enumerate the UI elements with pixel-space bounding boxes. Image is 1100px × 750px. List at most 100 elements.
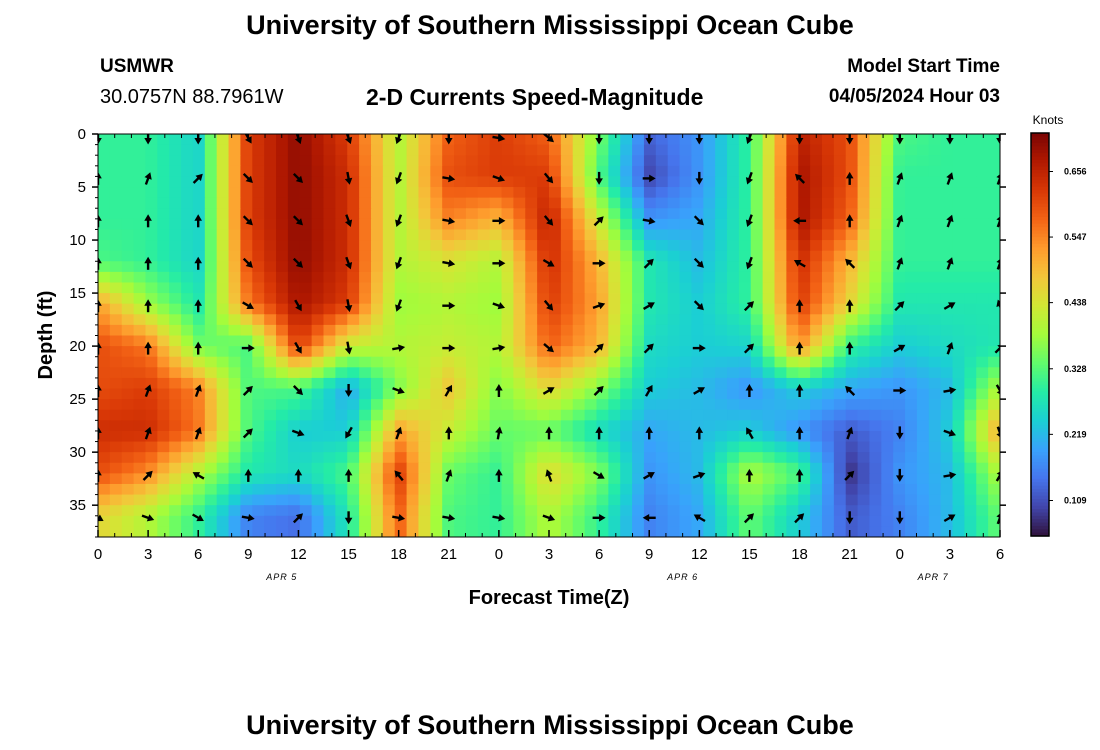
- heatmap-cell: [192, 441, 206, 453]
- heatmap-cell: [264, 229, 277, 241]
- heatmap-cell: [940, 505, 954, 517]
- heatmap-cell: [98, 208, 111, 220]
- heatmap-cell: [596, 293, 609, 305]
- heatmap-cell: [964, 335, 977, 347]
- heatmap-cell: [501, 494, 514, 506]
- heatmap-cell: [727, 197, 740, 209]
- colorbar-swatch: [1031, 314, 1049, 319]
- heatmap-cell: [715, 430, 728, 443]
- heatmap-cell: [691, 409, 704, 421]
- heatmap-cell: [264, 420, 277, 432]
- heatmap-cell: [727, 134, 740, 146]
- colorbar-swatch: [1031, 475, 1049, 480]
- heatmap-cell: [572, 324, 586, 337]
- heatmap-cell: [477, 218, 491, 231]
- x-tick-label: 3: [144, 546, 152, 563]
- heatmap-cell: [299, 346, 313, 358]
- heatmap-cell: [98, 494, 111, 506]
- heatmap-cell: [845, 250, 859, 262]
- heatmap-cell: [228, 377, 242, 390]
- heatmap-cell: [821, 282, 835, 294]
- heatmap-cell: [727, 356, 740, 368]
- heatmap-cell: [98, 377, 111, 390]
- heatmap-cell: [596, 452, 609, 464]
- heatmap-cell: [276, 388, 289, 400]
- heatmap-cell: [513, 261, 526, 273]
- colorbar-tick-label: 0.438: [1064, 298, 1087, 308]
- heatmap-cell: [394, 293, 408, 305]
- heatmap-cell: [857, 430, 871, 443]
- heatmap-cell: [406, 473, 420, 485]
- heatmap-cell: [276, 261, 289, 273]
- heatmap-cell: [952, 430, 965, 443]
- heatmap-cell: [976, 526, 989, 537]
- heatmap-cell: [679, 176, 693, 188]
- heatmap-cell: [667, 526, 681, 537]
- heatmap-cell: [762, 250, 776, 262]
- heatmap-cell: [786, 505, 799, 517]
- heatmap-cell: [620, 261, 633, 273]
- heatmap-cell: [798, 483, 811, 496]
- colorbar-swatch: [1031, 378, 1049, 383]
- heatmap-cell: [928, 356, 942, 368]
- heatmap-cell: [833, 218, 847, 231]
- heatmap-cell: [406, 324, 420, 337]
- heatmap-cell: [667, 261, 681, 273]
- heatmap-cell: [857, 377, 871, 390]
- current-vector: [442, 344, 456, 352]
- heatmap-cell: [869, 335, 882, 347]
- heatmap-cell: [252, 303, 265, 315]
- current-vector: [242, 301, 254, 309]
- heatmap-cell: [845, 293, 859, 305]
- heatmap-cell: [465, 452, 479, 464]
- heatmap-cell: [489, 462, 503, 474]
- heatmap-cell: [525, 176, 538, 188]
- heatmap-cell: [821, 176, 835, 188]
- model-start-label: Model Start Time: [847, 56, 1000, 77]
- heatmap-cell: [109, 271, 123, 284]
- heatmap-cell: [406, 261, 420, 273]
- heatmap-cell: [667, 420, 681, 432]
- heatmap-cell: [216, 430, 230, 443]
- heatmap-cell: [287, 155, 301, 167]
- heatmap-cell: [655, 356, 669, 368]
- heatmap-cell: [465, 261, 479, 273]
- x-tick-label: 0: [896, 546, 904, 563]
- heatmap-cell: [655, 505, 669, 517]
- heatmap-cell: [893, 399, 906, 411]
- heatmap-cell: [928, 346, 942, 358]
- colorbar-swatch: [1031, 163, 1049, 168]
- heatmap-cell: [905, 356, 918, 368]
- heatmap-cell: [549, 420, 562, 432]
- heatmap-cell: [287, 134, 301, 146]
- heatmap-cell: [857, 473, 871, 485]
- current-vector: [495, 384, 503, 397]
- heatmap-cell: [964, 144, 977, 156]
- heatmap-cell: [145, 197, 158, 209]
- heatmap-cell: [501, 240, 514, 252]
- colorbar-swatch: [1031, 468, 1049, 473]
- heatmap-cell: [454, 155, 467, 167]
- heatmap-cell: [916, 526, 930, 537]
- heatmap-cell: [727, 420, 740, 432]
- heatmap-cell: [643, 187, 657, 199]
- heatmap-cell: [501, 441, 514, 453]
- heatmap-cell: [276, 409, 289, 421]
- heatmap-cell: [430, 399, 443, 411]
- heatmap-cell: [750, 240, 764, 252]
- heatmap-cell: [323, 229, 336, 241]
- heatmap-cell: [501, 261, 514, 273]
- heatmap-cell: [643, 420, 657, 432]
- heatmap-cell: [454, 377, 467, 390]
- heatmap-cell: [869, 367, 882, 379]
- heatmap-cell: [703, 356, 716, 368]
- heatmap-cell: [240, 197, 253, 209]
- heatmap-cell: [133, 240, 147, 252]
- heatmap-cell: [121, 261, 135, 273]
- heatmap-cell: [264, 155, 277, 167]
- heatmap-cell: [738, 526, 752, 537]
- heatmap-cell: [608, 430, 621, 443]
- heatmap-cell: [382, 271, 396, 284]
- heatmap-cell: [596, 250, 609, 262]
